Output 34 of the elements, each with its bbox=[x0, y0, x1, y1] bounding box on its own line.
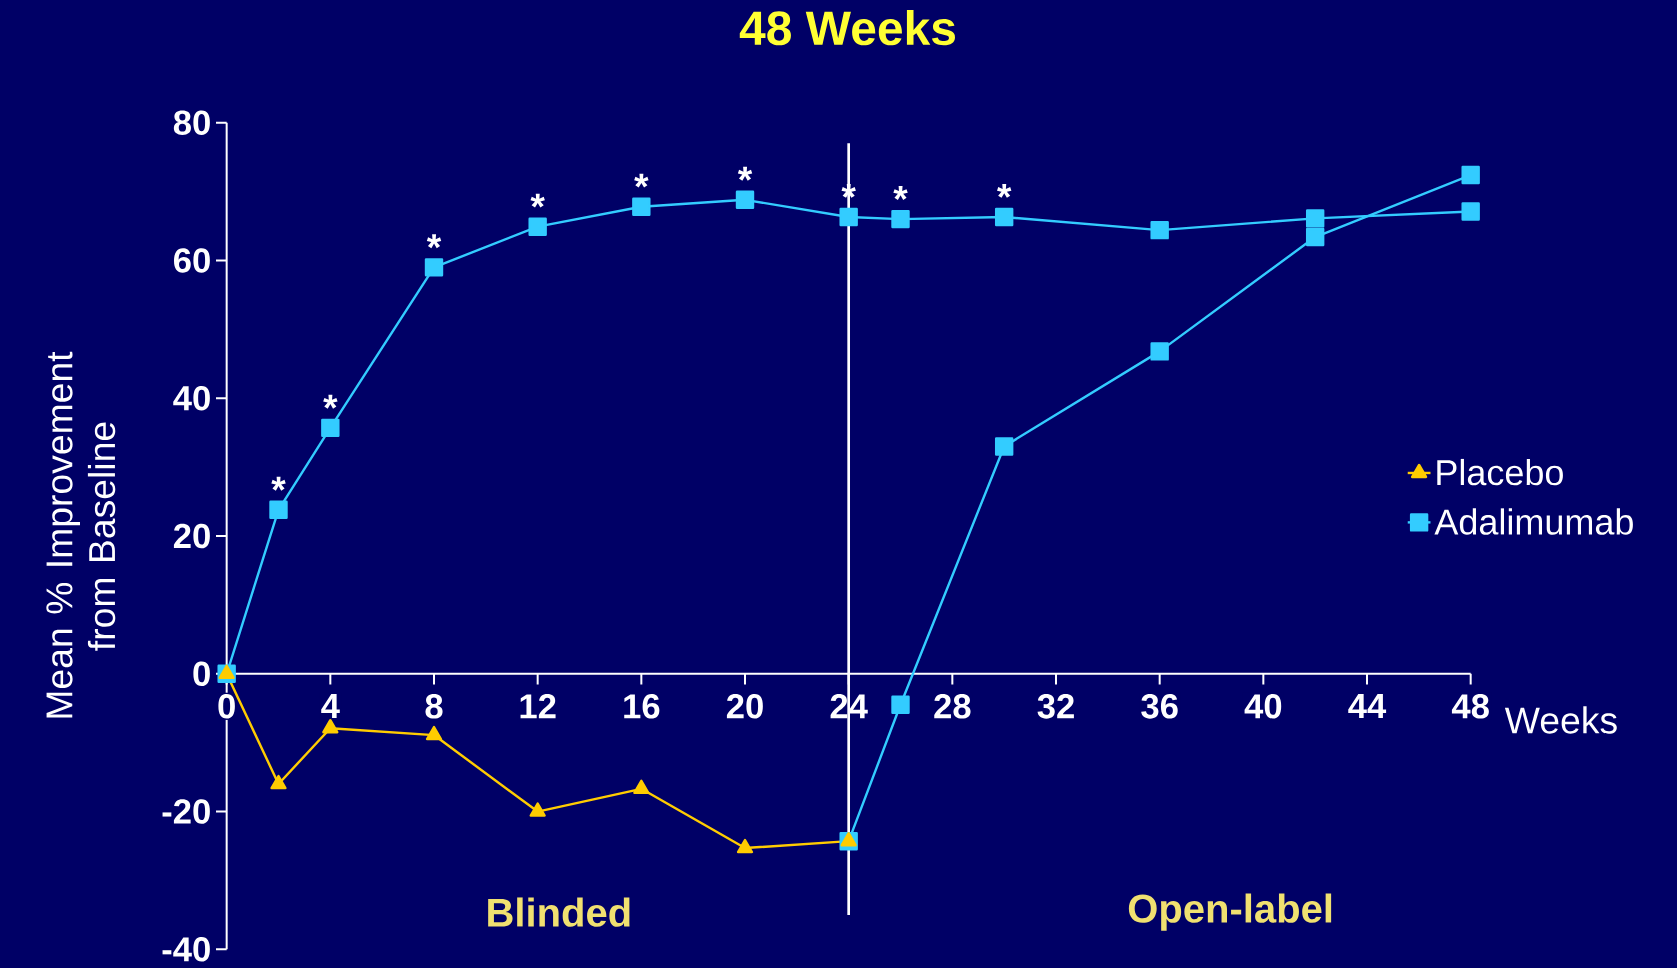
annotation: * bbox=[893, 186, 908, 200]
y-tick-label: 80 bbox=[173, 110, 210, 135]
x-tick-label: 16 bbox=[624, 694, 660, 719]
annotation: * bbox=[271, 476, 286, 491]
x-tick-label: 0 bbox=[218, 694, 235, 719]
annotation: * bbox=[530, 193, 545, 208]
y-tick-label: 60 bbox=[174, 248, 210, 273]
annotation: Open-label bbox=[1128, 893, 1332, 931]
x-tick-label: 40 bbox=[1244, 694, 1282, 719]
x-tick-label: 12 bbox=[520, 694, 556, 719]
y-tick-label: 40 bbox=[173, 385, 210, 411]
y-tick-label: 0 bbox=[193, 661, 210, 687]
x-tick-label: 48 bbox=[1451, 694, 1489, 719]
annotation: * bbox=[634, 173, 649, 188]
x-axis-title: Weeks bbox=[1504, 706, 1617, 734]
annotation: Blinded bbox=[488, 897, 630, 927]
x-tick-label: 8 bbox=[425, 694, 443, 719]
x-tick-label: 32 bbox=[1037, 694, 1074, 719]
x-tick-label: 28 bbox=[934, 694, 971, 719]
x-tick-label: 44 bbox=[1348, 694, 1387, 718]
annotation: * bbox=[997, 183, 1012, 198]
y-tick-label: 20 bbox=[173, 523, 210, 549]
y-tick-label: -20 bbox=[162, 799, 210, 824]
annotation: * bbox=[323, 394, 338, 409]
annotation: * bbox=[426, 234, 442, 249]
y-tick-label: -40 bbox=[162, 937, 210, 962]
annotation: * bbox=[737, 166, 753, 181]
x-tick-label: 4 bbox=[321, 694, 340, 718]
x-tick-label: 36 bbox=[1141, 694, 1178, 719]
legend-label: Adalimumab bbox=[1434, 508, 1633, 535]
chart-title: 48 Weeks bbox=[739, 10, 955, 46]
y-axis-title: Mean % Improvement from Baseline bbox=[46, 351, 116, 718]
x-tick-label: 20 bbox=[726, 694, 763, 719]
legend-label: Placebo bbox=[1437, 458, 1563, 486]
